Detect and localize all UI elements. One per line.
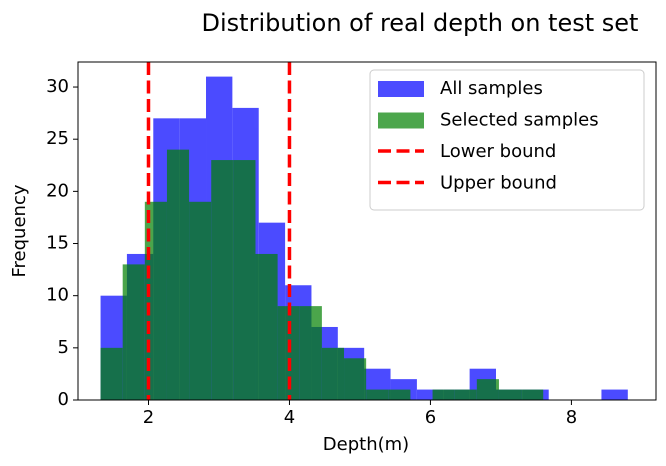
histogram-bar [476,379,499,400]
histogram-bar [498,389,522,400]
plot-frame [77,61,657,401]
y-axis-label: Frequency [9,184,30,277]
legend-box [369,69,645,211]
y-tick-label: 15 [46,233,69,254]
histogram-bar [100,347,123,400]
x-tick-label: 4 [284,407,295,428]
histogram-bar [416,389,444,400]
histogram-bar [432,389,455,400]
legend-swatch [378,81,424,97]
histogram-bar [521,389,544,400]
histogram-bar [454,389,477,400]
histogram-bar [601,389,628,400]
y-tick-label: 20 [46,180,69,201]
x-tick-label: 6 [425,407,436,428]
legend-label: Selected samples [440,110,599,131]
histogram-bar [233,160,256,400]
y-tick-label: 5 [58,337,69,358]
x-axis-label: Depth(m) [323,434,409,455]
x-tick-label: 8 [566,407,577,428]
histogram-bar [189,201,212,400]
legend-label: Lower bound [440,141,556,162]
histogram-series [100,149,544,400]
histogram-bar [321,347,345,400]
histogram-bar [144,201,167,400]
histogram-bar [366,389,389,400]
histogram-bar [388,389,411,400]
y-tick-label: 0 [58,389,69,410]
y-tick-label: 25 [46,128,69,149]
histogram-bar [255,253,278,400]
y-tick-label: 10 [46,285,69,306]
legend-label: All samples [440,78,543,99]
histogram-bar [211,160,234,400]
y-tick-label: 30 [46,76,69,97]
histogram-bar [122,264,145,400]
legend-swatch [378,112,424,129]
x-tick-label: 2 [143,407,154,428]
legend-label: Upper bound [440,173,557,194]
histogram-bar [344,358,367,400]
histogram-bar [277,306,300,400]
histogram-bar [299,306,322,400]
histogram-bar [166,149,190,400]
chart-title: Distribution of real depth on test set [202,9,639,37]
